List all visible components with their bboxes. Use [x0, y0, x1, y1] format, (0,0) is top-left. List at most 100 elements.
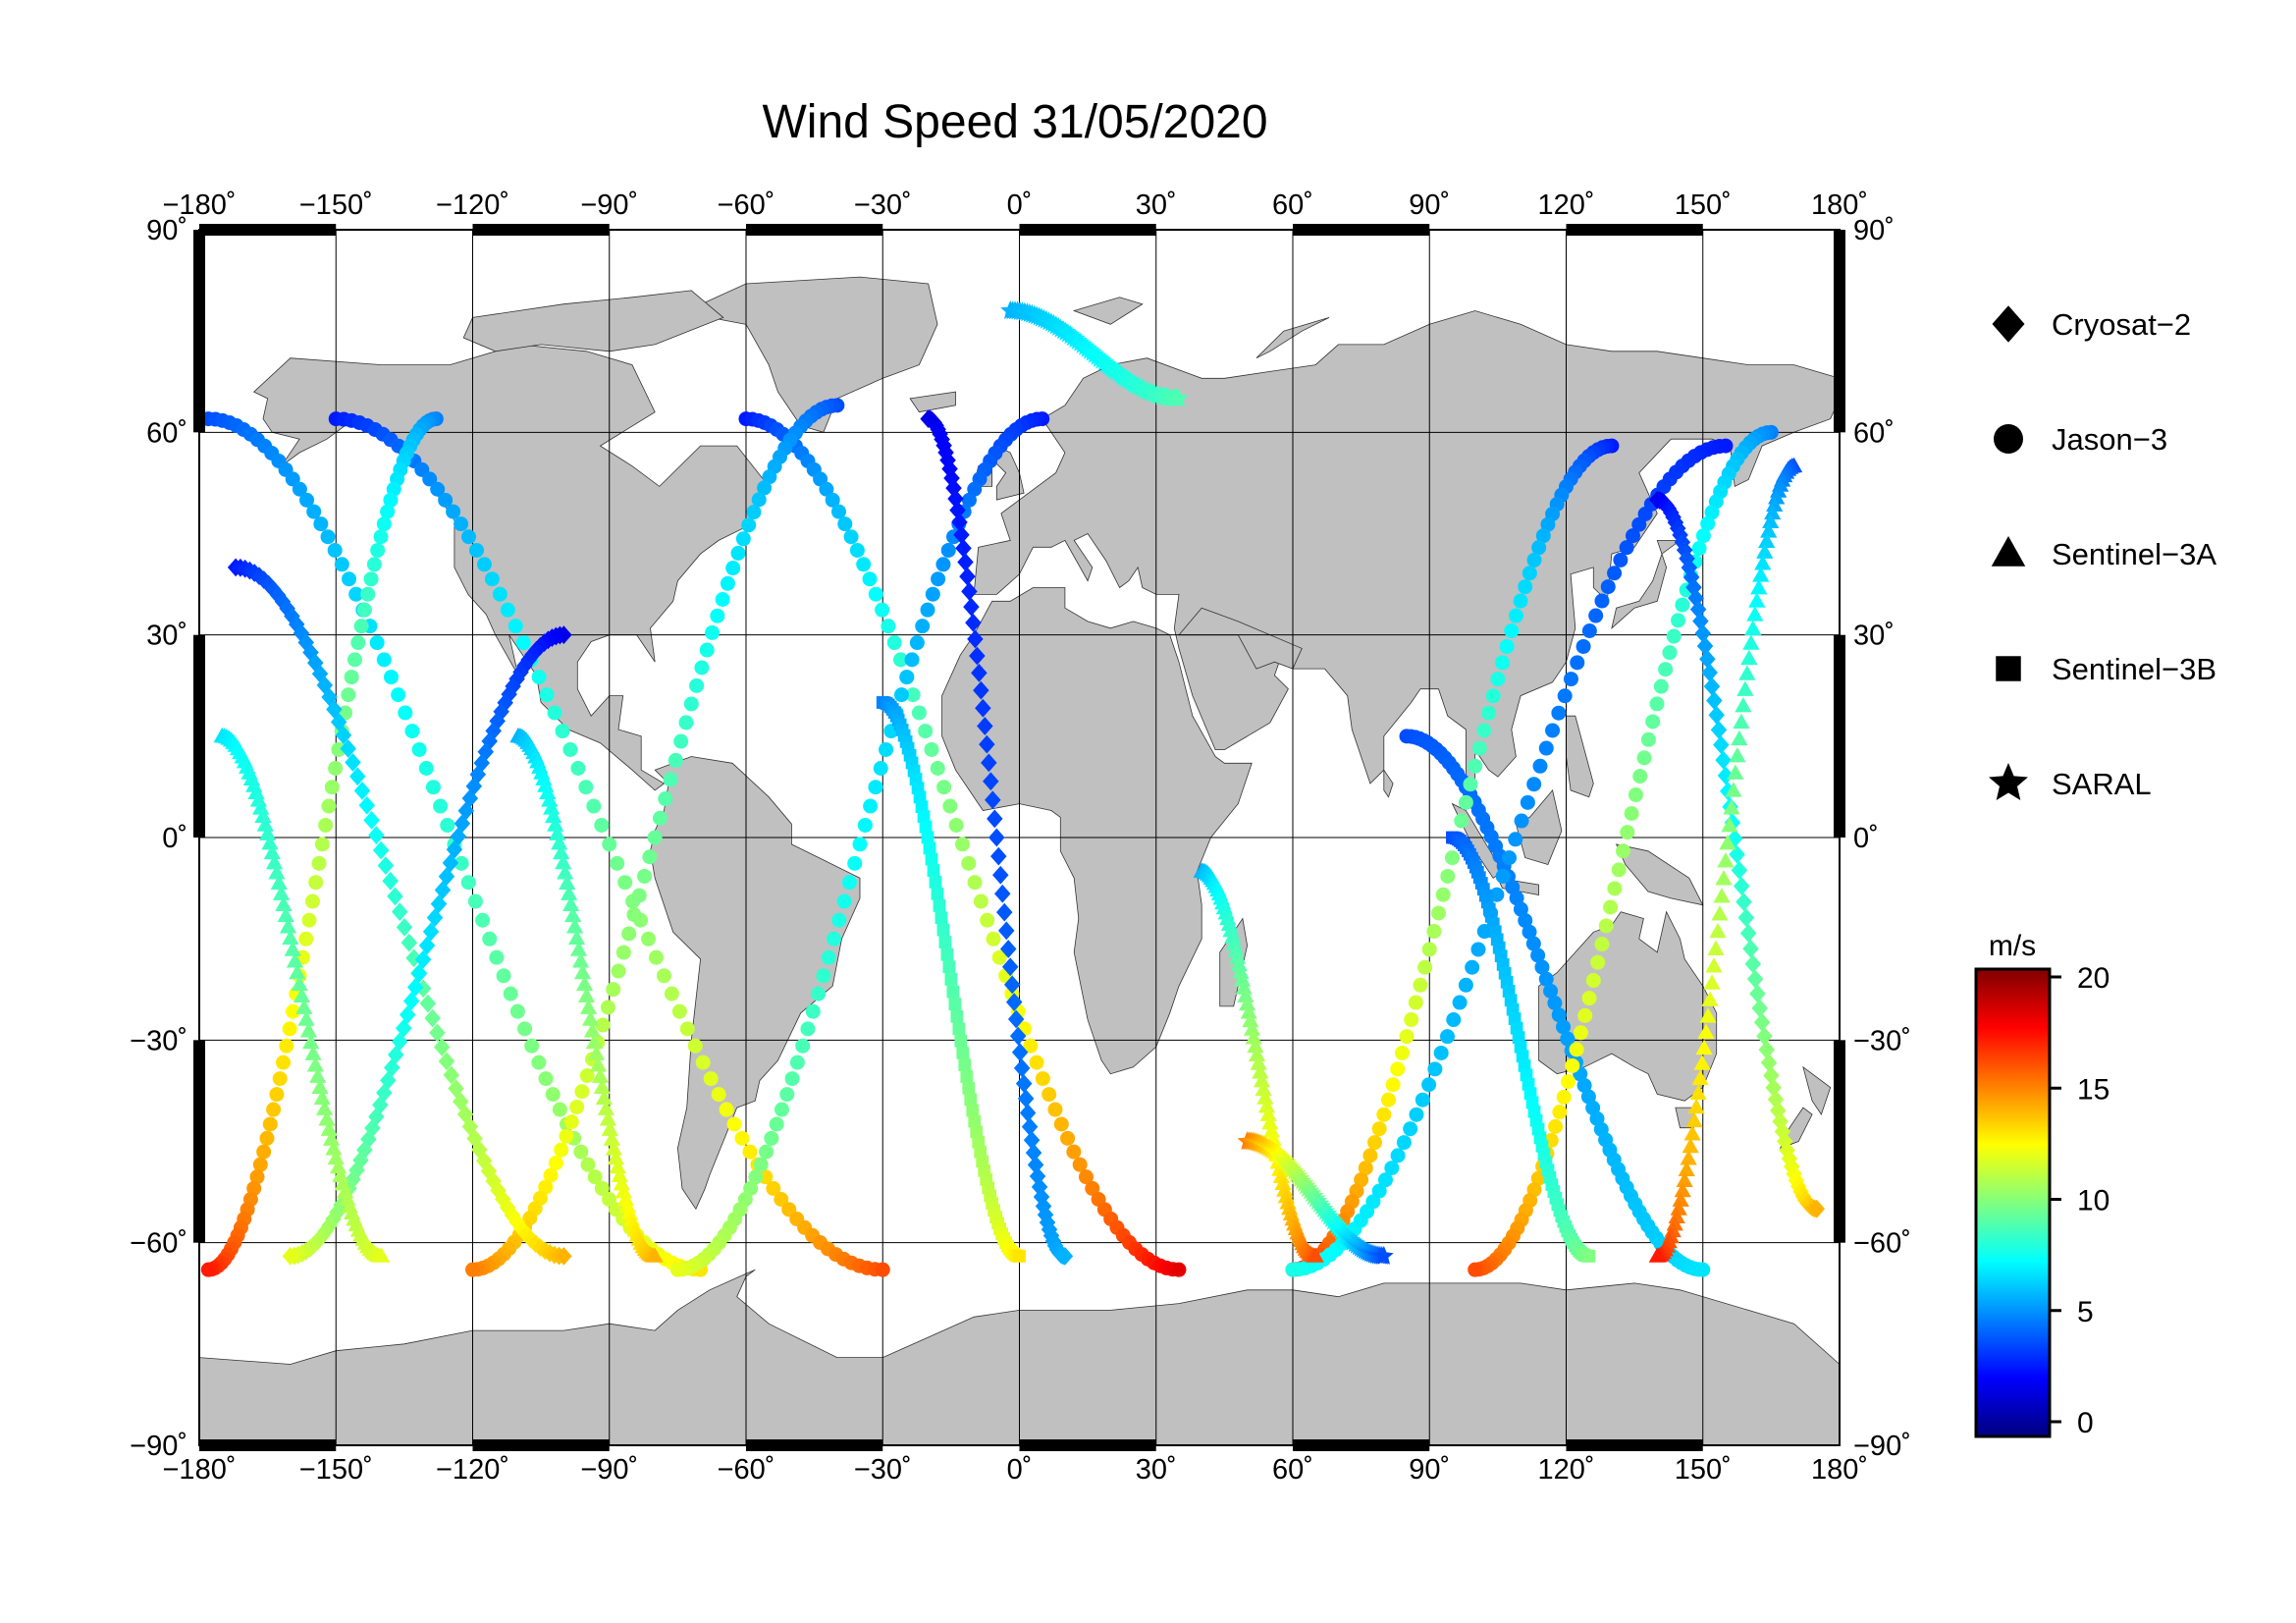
track-point — [329, 1158, 347, 1174]
track-triangle — [509, 727, 664, 1263]
track-point — [468, 542, 484, 558]
track-point — [358, 795, 376, 815]
track-point — [1514, 813, 1529, 829]
track-point — [461, 529, 477, 545]
track-star — [1237, 1131, 1394, 1265]
track-point — [1557, 688, 1573, 704]
track-point — [948, 817, 964, 833]
track-point — [547, 705, 562, 721]
track-point — [1662, 645, 1678, 661]
track-point — [1023, 1130, 1041, 1150]
y-tick-label-left: −30˚ — [130, 1025, 187, 1056]
x-tick-label-top: −150˚ — [299, 189, 373, 221]
track-point — [961, 492, 977, 508]
track-point — [1259, 1106, 1277, 1121]
track-point — [652, 810, 667, 826]
track-point — [1253, 1071, 1271, 1088]
map-area: −180˚ −180˚ −150˚ −150˚ −120˚ −120˚ −90˚ −90˚ −6… — [130, 189, 1911, 1486]
track-point — [769, 1116, 784, 1132]
track-point — [370, 542, 386, 558]
y-tick-label-left: −90˚ — [130, 1431, 187, 1462]
x-tick-label-bottom: −120˚ — [436, 1454, 509, 1486]
track-point — [1705, 957, 1723, 973]
track-point — [905, 687, 921, 703]
track-point — [1522, 924, 1537, 940]
track-point — [301, 912, 317, 928]
track-point — [538, 1071, 554, 1087]
track-point — [1235, 979, 1253, 995]
frame-segment-left — [193, 230, 205, 433]
track-circle — [465, 398, 845, 1277]
track-point — [1739, 924, 1757, 943]
track-point — [306, 504, 322, 519]
track-point — [557, 864, 574, 880]
track-point — [1072, 1157, 1088, 1172]
track-point — [292, 481, 307, 497]
track-point — [892, 652, 908, 668]
track-point — [1468, 1262, 1483, 1277]
track-point — [1691, 541, 1707, 557]
track-point — [1508, 608, 1523, 623]
track-point — [1384, 1161, 1400, 1176]
track-point — [965, 613, 982, 632]
track-point — [567, 929, 586, 946]
track-point — [935, 557, 951, 572]
track-point — [980, 912, 995, 928]
track-point — [1619, 540, 1634, 556]
track-point — [1470, 942, 1486, 957]
track-point — [925, 586, 940, 602]
track-point — [503, 986, 518, 1001]
track-point — [593, 1078, 612, 1095]
x-tick-label-top: 180˚ — [1811, 189, 1868, 221]
track-point — [1041, 1087, 1057, 1103]
track-point — [430, 894, 448, 913]
track-point — [1570, 655, 1585, 671]
track-triangle — [1193, 862, 1324, 1263]
track-point — [382, 871, 399, 891]
track-point — [330, 713, 347, 731]
track-point — [1577, 1007, 1593, 1023]
track-point — [1520, 794, 1535, 810]
track-point — [1272, 1167, 1291, 1183]
track-point — [979, 734, 995, 754]
track-point — [617, 875, 633, 891]
track-point — [277, 906, 294, 923]
track-point — [320, 1120, 338, 1136]
x-tick-label-top: 30˚ — [1136, 189, 1177, 221]
track-point — [1560, 1074, 1575, 1090]
track-point — [589, 1056, 608, 1072]
track-point — [308, 875, 324, 891]
track-point — [1426, 924, 1442, 940]
track-point — [366, 557, 382, 572]
track-point — [327, 542, 343, 558]
track-diamond — [282, 625, 572, 1266]
track-point — [664, 986, 679, 1001]
track-point — [1409, 1107, 1424, 1122]
track-point — [1683, 1125, 1701, 1141]
track-point — [1682, 1137, 1699, 1154]
track-point — [1731, 730, 1748, 746]
track-point — [827, 931, 842, 947]
track-point — [972, 1135, 986, 1149]
track-point — [1009, 1026, 1027, 1046]
track-point — [836, 893, 852, 909]
track-point — [1703, 974, 1721, 990]
track-point — [1085, 1180, 1100, 1196]
track-point — [762, 469, 777, 485]
track-point — [997, 921, 1015, 941]
track-point — [1693, 1055, 1711, 1070]
x-tick-label-bottom: −30˚ — [854, 1454, 912, 1486]
track-square — [1446, 831, 1596, 1263]
track-point — [1733, 877, 1750, 895]
track-point — [517, 1021, 533, 1037]
x-tick-label-top: 150˚ — [1675, 189, 1732, 221]
track-point — [1689, 1084, 1707, 1100]
track-diamond — [227, 558, 572, 1266]
track-point — [1518, 913, 1533, 929]
track-point — [304, 1045, 322, 1060]
track-point — [1588, 608, 1604, 623]
x-tick-label-bottom: 180˚ — [1811, 1454, 1868, 1486]
colorbar-tick-label: 10 — [2077, 1185, 2109, 1217]
track-point — [433, 798, 449, 814]
track-point — [1003, 975, 1021, 995]
